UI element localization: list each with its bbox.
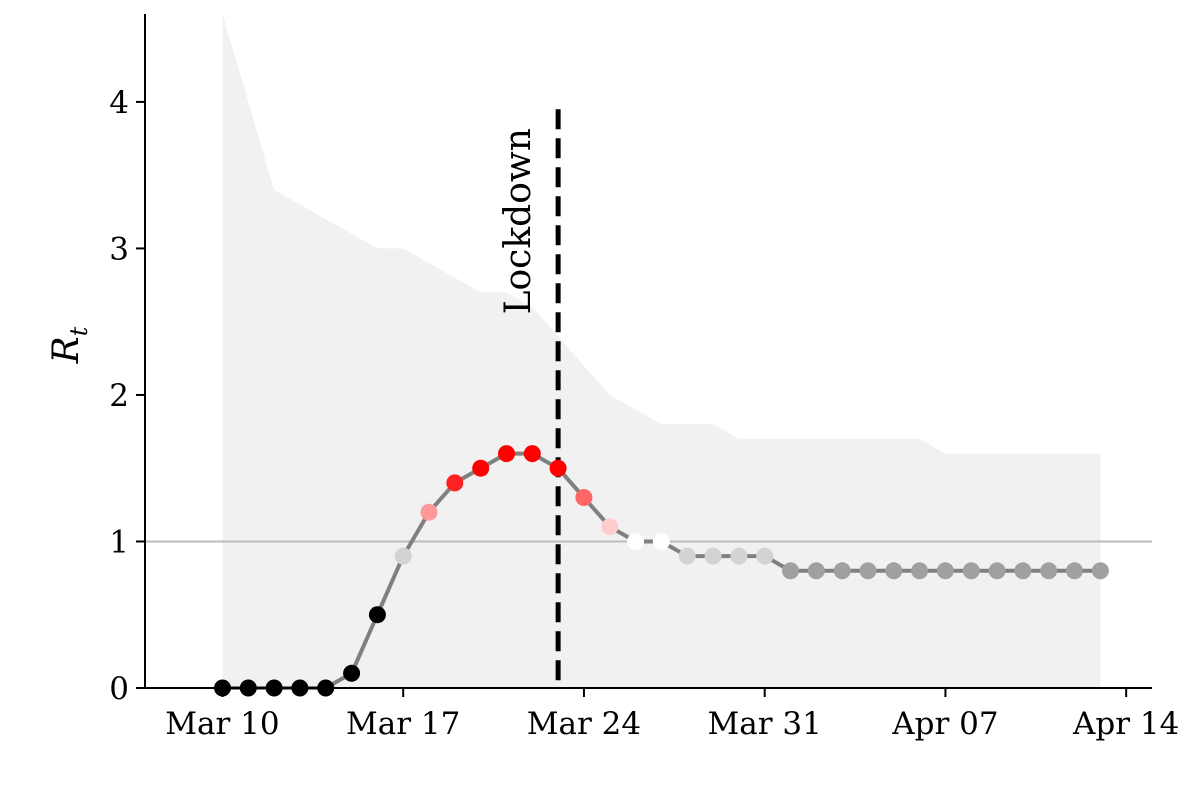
rt-point [756,547,774,565]
rt-point [936,562,954,580]
rt-point [807,562,825,580]
rt-point [885,562,903,580]
rt-point [549,459,567,477]
rt-point [730,547,748,565]
y-tick-label: 4 [109,85,129,121]
rt-point [601,518,619,536]
x-tick-label: Mar 17 [346,706,460,742]
y-axis-label: Rt [46,326,93,364]
rt-point [859,562,877,580]
rt-point [1066,562,1083,580]
x-tick-label: Apr 07 [891,706,998,742]
rt-point [988,562,1006,580]
x-tick-label: Apr 14 [1072,706,1179,742]
confidence-band [222,14,1101,688]
rt-point [627,533,645,550]
confidence-band-layer [222,14,1101,688]
rt-point [1014,562,1032,580]
rt-point [911,562,929,580]
rt-point [652,533,670,550]
rt-point [678,547,696,565]
rt-point [420,503,438,521]
rt-point [472,459,490,477]
rt-point [498,445,515,463]
rt-point [704,547,722,565]
axes-layer: 0 1 2 3 4 Mar 10 Mar 17 Mar 24 Mar 31 Apr 07 Apr 1… [109,14,1179,742]
rt-point [343,664,361,682]
rt-point [575,489,593,506]
y-tick-label: 3 [109,231,129,267]
rt-point [394,547,412,565]
rt-point [1091,562,1109,580]
x-tick-label: Mar 31 [708,706,822,742]
y-tick-label: 0 [109,671,129,707]
y-tick-label: 2 [109,378,129,414]
lockdown-label: Lockdown [498,128,539,314]
rt-point [1040,562,1058,580]
rt-point [962,562,980,580]
rt-point [368,606,386,624]
rt-point [523,445,541,463]
y-tick-label: 1 [109,524,129,560]
rt-point [446,474,464,492]
lockdown-layer: Lockdown [498,109,561,688]
x-tick-label: Mar 24 [527,706,641,742]
x-tick-label: Mar 10 [165,706,279,742]
rt-point [833,562,851,580]
rt-point [782,562,799,580]
